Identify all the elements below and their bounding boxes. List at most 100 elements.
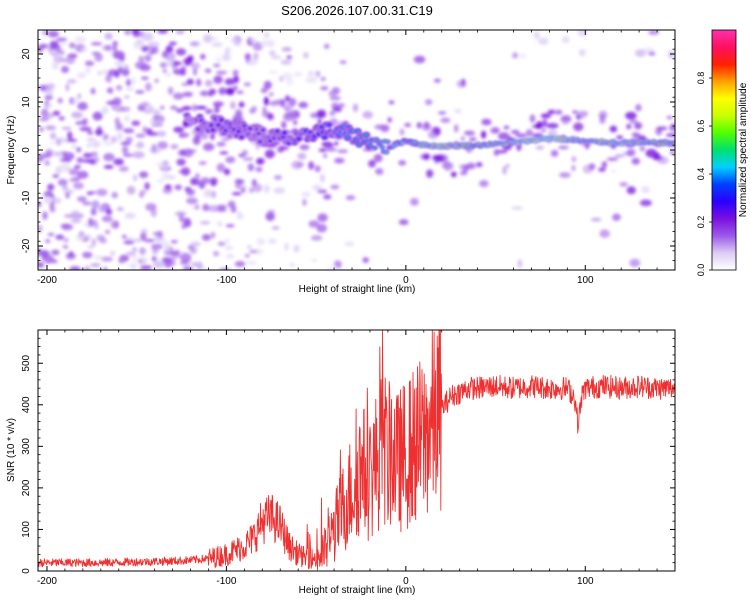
spectrogram-cell (255, 166, 263, 172)
spectrogram-cell (232, 43, 242, 47)
spectrogram-cell (125, 87, 135, 91)
spectrogram-cell (315, 70, 321, 78)
spectrogram-cell (614, 154, 625, 158)
spectrogram-cell (207, 205, 220, 212)
spectrogram-cell (639, 199, 652, 207)
spectrogram-cell (105, 74, 112, 83)
spectrogram-ytick-label: 10 (21, 96, 32, 108)
spectrogram-cell (199, 221, 211, 225)
spectrogram-cell (375, 168, 384, 175)
spectrogram-cell (67, 131, 73, 141)
colorbar-tick-label: 0.8 (696, 72, 706, 85)
spectrogram-cell (625, 111, 637, 120)
spectrogram-cell (106, 87, 114, 94)
spectrogram-cell (82, 251, 93, 259)
spectrogram-cell (94, 157, 100, 163)
spectrogram-cell (114, 60, 125, 67)
spectrogram-cell (46, 83, 56, 90)
spectrogram-cell (82, 201, 92, 206)
spectrogram-cell (77, 93, 82, 100)
spectrogram-cell (626, 148, 636, 157)
spectrogram-cell (399, 128, 405, 136)
spectrogram-cell (103, 266, 108, 270)
spectrogram-cell (404, 122, 412, 128)
spectrogram-cell (202, 266, 208, 270)
spectrogram-cell (496, 150, 508, 154)
spectrogram-cell (511, 206, 524, 210)
spectrogram-cell (202, 203, 210, 212)
spectrogram-xtick-label: 0 (403, 275, 409, 286)
spectrogram-cell (176, 158, 186, 166)
spectrogram-cell (490, 127, 501, 134)
spectrogram-cell (198, 161, 207, 165)
spectrogram-cell (44, 125, 57, 131)
spectrogram-cell (223, 168, 231, 176)
spectrogram-ridge-cell (355, 138, 358, 141)
spectrogram-cell (140, 232, 147, 241)
spectrogram-cell (101, 256, 113, 262)
spectrogram-cell (242, 157, 254, 161)
spectrogram-cell (670, 150, 675, 155)
spectrogram-cell (626, 123, 632, 130)
spectrogram-cell (124, 237, 134, 241)
spectrogram-cell (196, 261, 203, 270)
spectrogram-cell (90, 151, 98, 158)
spectrogram-cell (639, 145, 646, 152)
spectrogram-cell (104, 32, 113, 40)
spectrogram-cell (253, 183, 263, 193)
spectrogram-cell (334, 157, 345, 164)
spectrogram-cell (535, 145, 545, 150)
spectrogram-cell (112, 45, 118, 52)
spectrogram-cell (254, 248, 264, 255)
spectrogram-cell (87, 130, 93, 135)
spectrogram-cell (98, 205, 106, 213)
spectrogram-cell (187, 245, 194, 250)
spectrogram-cell (90, 191, 97, 194)
spectrogram-cell (203, 34, 213, 43)
spectrogram-cell (93, 255, 104, 260)
spectrogram-cell (561, 121, 569, 125)
spectrogram-cell (195, 106, 207, 110)
spectrogram-cell (50, 151, 62, 156)
spectrogram-cell (320, 86, 329, 91)
spectrogram-cell (47, 30, 60, 38)
spectrogram-cell (138, 55, 145, 62)
spectrogram-cell (175, 48, 187, 56)
spectrogram-cell (51, 61, 59, 70)
spectrogram-cell (338, 103, 345, 108)
spectrogram-cell (226, 254, 235, 259)
spectrogram-cell (317, 189, 328, 193)
spectrogram-cell (216, 163, 226, 173)
spectrogram-cell (264, 96, 269, 106)
spectrogram-cell (146, 128, 153, 136)
spectrogram-cell (76, 146, 82, 153)
spectrogram-cell (481, 118, 492, 126)
spectrogram-ridge-cell (381, 146, 384, 148)
spectrogram-cell (47, 232, 55, 237)
spectrogram-cell (263, 184, 271, 194)
spectrogram-cell (126, 185, 136, 195)
spectrogram-cell (58, 116, 65, 121)
spectrogram-cell (133, 253, 137, 263)
spectrogram-cell (41, 30, 50, 35)
spectrogram-cell (164, 52, 176, 61)
spectrogram-cell (192, 206, 200, 210)
spectrogram-cell (577, 30, 588, 37)
spectrogram-cell (468, 137, 477, 142)
spectrogram-speckle (38, 30, 675, 270)
spectrogram-cell (619, 182, 629, 187)
spectrogram-cell (204, 79, 213, 87)
spectrogram-cell (68, 168, 79, 176)
spectrogram-cell (110, 220, 120, 229)
spectrogram-ytick-label: -10 (21, 190, 32, 205)
spectrogram-cell (50, 132, 57, 140)
spectrogram-cell (244, 53, 251, 60)
colorbar: 0.0 0.2 0.4 0.6 0.8 Normalized spectral ampl… (696, 29, 749, 276)
spectrogram-cell (144, 182, 150, 190)
spectrogram-cell (151, 256, 157, 262)
spectrogram-cell (110, 250, 116, 256)
spectrogram-cell (279, 145, 290, 151)
spectrogram-cell (81, 46, 89, 53)
spectrogram-cell (208, 91, 213, 97)
